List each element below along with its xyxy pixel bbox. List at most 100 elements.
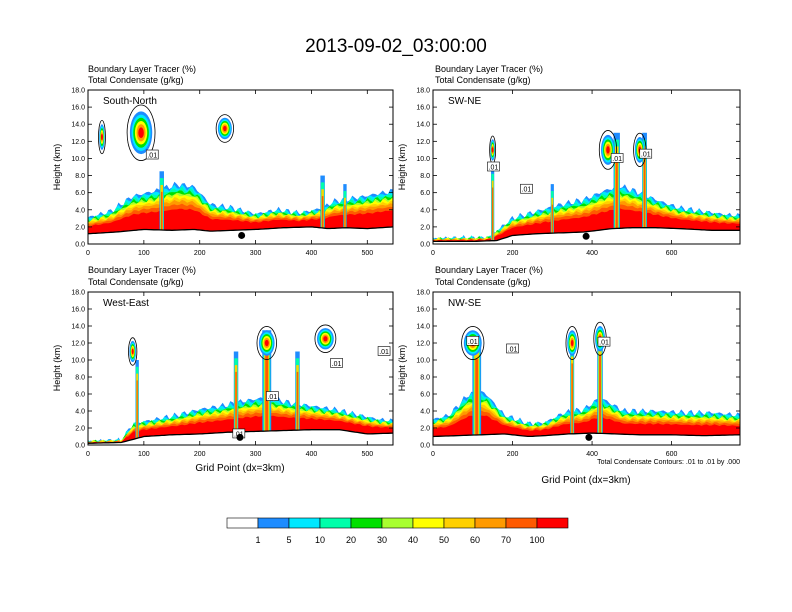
y-tick-label: 18.0 [71, 290, 85, 297]
contour-label-box [487, 161, 500, 172]
y-tick-label: 2.0 [75, 224, 85, 231]
x-tick-label: 400 [306, 250, 318, 257]
y-tick-label: 0.0 [420, 443, 430, 450]
contour-label: .01 [379, 349, 389, 356]
convective-column [296, 371, 299, 431]
y-tick-label: 8.0 [75, 375, 85, 382]
y-tick-label: 12.0 [71, 341, 85, 348]
x-tick-label: 0 [431, 451, 435, 458]
x-tick-label: 400 [586, 451, 598, 458]
panel-sw-ne: Boundary Layer Tracer (%) Total Condensa… [397, 64, 741, 257]
panel-title-line2: Total Condensate (g/kg) [88, 277, 184, 287]
condensate-contour [126, 104, 156, 161]
axes: 0.0 2.0 4.0 6.0 8.0 10.0 12.0 14.0 16.0 18.0 0 100 2… [71, 88, 394, 257]
condensate-contour [215, 114, 234, 143]
y-tick-label: 14.0 [71, 324, 85, 331]
colorbar-swatch [536, 517, 569, 529]
colorbar-label: 30 [377, 535, 387, 545]
colorbar-label: 20 [346, 535, 356, 545]
plot-layer: .01 .01 .01 [433, 321, 740, 445]
plot-area: .01.01.01.01 [88, 324, 393, 445]
terrain-line [433, 227, 740, 243]
x-tick-label: 200 [194, 451, 206, 458]
colorbar-swatch [288, 517, 321, 529]
convective-column [643, 153, 646, 228]
x-tick-label: 0 [86, 250, 90, 257]
panel-label: West-East [103, 298, 149, 309]
location-marker [236, 433, 244, 441]
colorbar-label: 10 [315, 535, 325, 545]
y-tick-label: 4.0 [75, 207, 85, 214]
colorbar-swatch [381, 517, 414, 529]
y-tick-label: 16.0 [71, 307, 85, 314]
y-tick-label: 16.0 [416, 105, 430, 112]
y-tick-label: 2.0 [75, 426, 85, 433]
x-tick-label: 300 [250, 250, 262, 257]
y-tick-label: 4.0 [420, 409, 430, 416]
colorbar-swatch [350, 517, 383, 529]
y-tick-label: 10.0 [71, 156, 85, 163]
y-tick-label: 6.0 [420, 190, 430, 197]
condensate-contour [314, 324, 337, 353]
plot-layer: .01.01.01.01 [433, 130, 740, 244]
convective-column [615, 153, 618, 229]
cloud-region [323, 336, 328, 342]
x-tick-label: 100 [138, 250, 150, 257]
condensate-contour [565, 326, 579, 360]
contour-label-box [610, 153, 624, 163]
axes: 0.0 2.0 4.0 6.0 8.0 10.0 12.0 14.0 16.0 18.0 0 200 4… [416, 88, 741, 257]
cloud-region [100, 133, 103, 141]
contour-label: .01 [468, 339, 478, 346]
panel-title-line2: Total Condensate (g/kg) [435, 75, 531, 85]
location-marker [582, 232, 590, 240]
y-tick-label: 2.0 [420, 426, 430, 433]
contour-label-box [520, 183, 533, 194]
convective-column [492, 187, 494, 241]
contour-label: .01 [612, 156, 622, 163]
cloud-region [491, 147, 494, 153]
y-axis-label: Height (km) [52, 345, 62, 392]
terrain-line [88, 226, 393, 235]
x-tick-label: 0 [431, 250, 435, 257]
contour-label: .01 [508, 346, 518, 353]
contour-label: .01 [522, 187, 532, 194]
terrain-line [433, 432, 740, 438]
y-tick-label: 14.0 [416, 122, 430, 129]
y-tick-label: 0.0 [420, 242, 430, 249]
y-tick-label: 8.0 [75, 173, 85, 180]
convective-column [235, 371, 237, 432]
colorbar: 1 5 10 20 30 40 50 60 70 100 [226, 517, 569, 545]
panel-title-line1: Boundary Layer Tracer (%) [88, 64, 196, 74]
cloud-region [264, 339, 269, 347]
convective-column [160, 191, 163, 231]
plume-band [433, 208, 740, 242]
condensate-contour [128, 337, 138, 366]
cloud-region [131, 348, 134, 355]
x-tick-label: 200 [507, 451, 519, 458]
colorbar-swatch [505, 517, 538, 529]
y-tick-label: 10.0 [416, 358, 430, 365]
contour-label-box [145, 149, 159, 160]
y-tick-label: 10.0 [416, 156, 430, 163]
convective-column [599, 354, 601, 434]
plot-layer: .01 [88, 104, 393, 244]
contour-label: .01 [332, 361, 342, 368]
colorbar-label: 5 [286, 535, 291, 545]
plot-layer: .01.01.01.01 [88, 324, 393, 445]
condensate-contour [256, 326, 277, 360]
convective-column [571, 363, 573, 434]
x-tick-label: 500 [361, 250, 373, 257]
y-tick-label: 14.0 [416, 324, 430, 331]
x-axis-label: Grid Point (dx=3km) [541, 475, 630, 486]
contour-label-box [377, 346, 391, 356]
convective-column [136, 380, 138, 439]
y-tick-label: 12.0 [416, 139, 430, 146]
colorbar-label: 1 [255, 535, 260, 545]
contour-label-box [597, 336, 611, 347]
figure-title: 2013-09-02_03:00:00 [305, 36, 487, 57]
convective-column [475, 359, 479, 435]
cloud-region [606, 146, 610, 154]
condensate-contour [461, 326, 485, 360]
location-marker [238, 231, 246, 239]
panel-title-line1: Boundary Layer Tracer (%) [435, 64, 543, 74]
